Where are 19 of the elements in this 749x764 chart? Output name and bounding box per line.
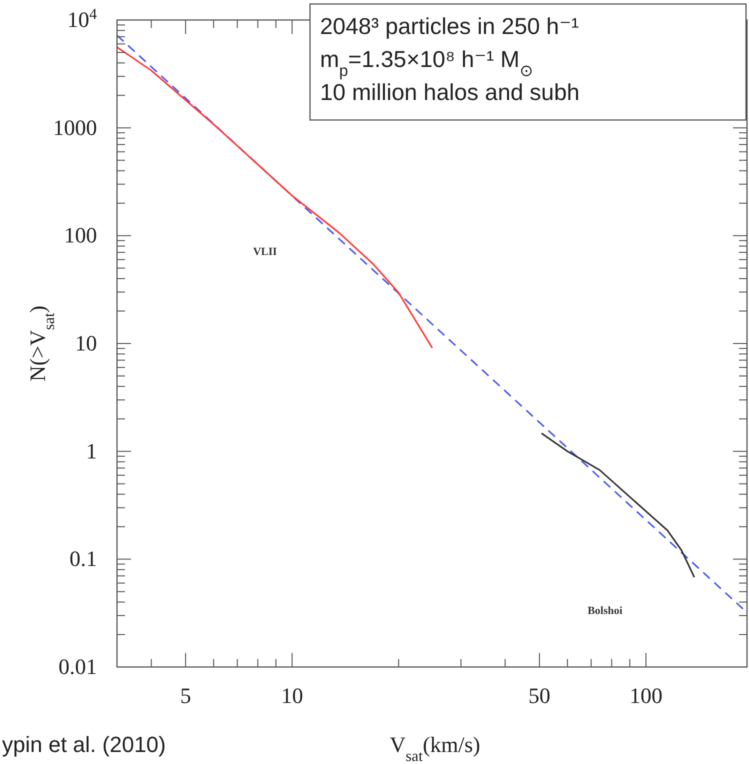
x-tick-label: 10 [281, 683, 304, 708]
x-tick-label: 50 [528, 683, 550, 708]
y-tick-label: 100 [64, 222, 97, 248]
y-tick-label: 0.1 [70, 546, 97, 572]
y-tick-label: 10$^{4}$ [67, 6, 98, 32]
text: ypin et al. (2010) [2, 732, 166, 757]
annotation: VLII [253, 246, 277, 258]
annotation: m$_{p}$=1.35×10⁸ h⁻¹ M$_{⊙}$ [320, 46, 534, 80]
y-tick-label: 1000 [53, 114, 97, 140]
y-tick-label: 1 [86, 438, 97, 464]
text-box: 2048³ particles in 250 h⁻¹ m$_{p}$=1.35×10⁸ h⁻¹ M$_{⊙}$ 10 million halos and subh [309, 3, 747, 121]
annotation: 2048³ particles in 250 h⁻¹ [320, 13, 580, 39]
x-tick-label: 100 [629, 683, 662, 708]
annotation: Bolshoi [588, 605, 622, 617]
y-tick-label: 10 [75, 330, 97, 356]
x-axis-title: V$_{sat}$(km/s) [390, 732, 480, 764]
annotation: 10 million halos and subh [320, 79, 580, 105]
x-tick-label: 5 [180, 683, 192, 708]
y-tick-label: 0.01 [58, 654, 97, 679]
